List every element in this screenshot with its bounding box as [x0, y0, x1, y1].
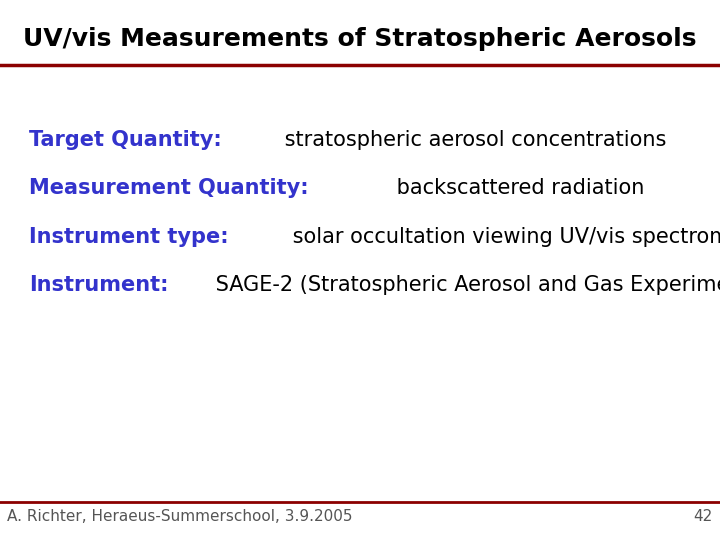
Text: 42: 42: [693, 509, 713, 524]
Text: Instrument type:: Instrument type:: [29, 227, 228, 247]
Text: Measurement Quantity:: Measurement Quantity:: [29, 178, 308, 198]
Text: Target Quantity:: Target Quantity:: [29, 130, 222, 150]
Text: stratospheric aerosol concentrations: stratospheric aerosol concentrations: [277, 130, 666, 150]
Text: Instrument:: Instrument:: [29, 275, 168, 295]
Text: backscattered radiation: backscattered radiation: [390, 178, 644, 198]
Text: A. Richter, Heraeus-Summerschool, 3.9.2005: A. Richter, Heraeus-Summerschool, 3.9.20…: [7, 509, 353, 524]
Text: solar occultation viewing UV/vis spectrometer: solar occultation viewing UV/vis spectro…: [287, 227, 720, 247]
Text: SAGE-2 (Stratospheric Aerosol and Gas Experiment): SAGE-2 (Stratospheric Aerosol and Gas Ex…: [209, 275, 720, 295]
Text: UV/vis Measurements of Stratospheric Aerosols: UV/vis Measurements of Stratospheric Aer…: [23, 27, 697, 51]
